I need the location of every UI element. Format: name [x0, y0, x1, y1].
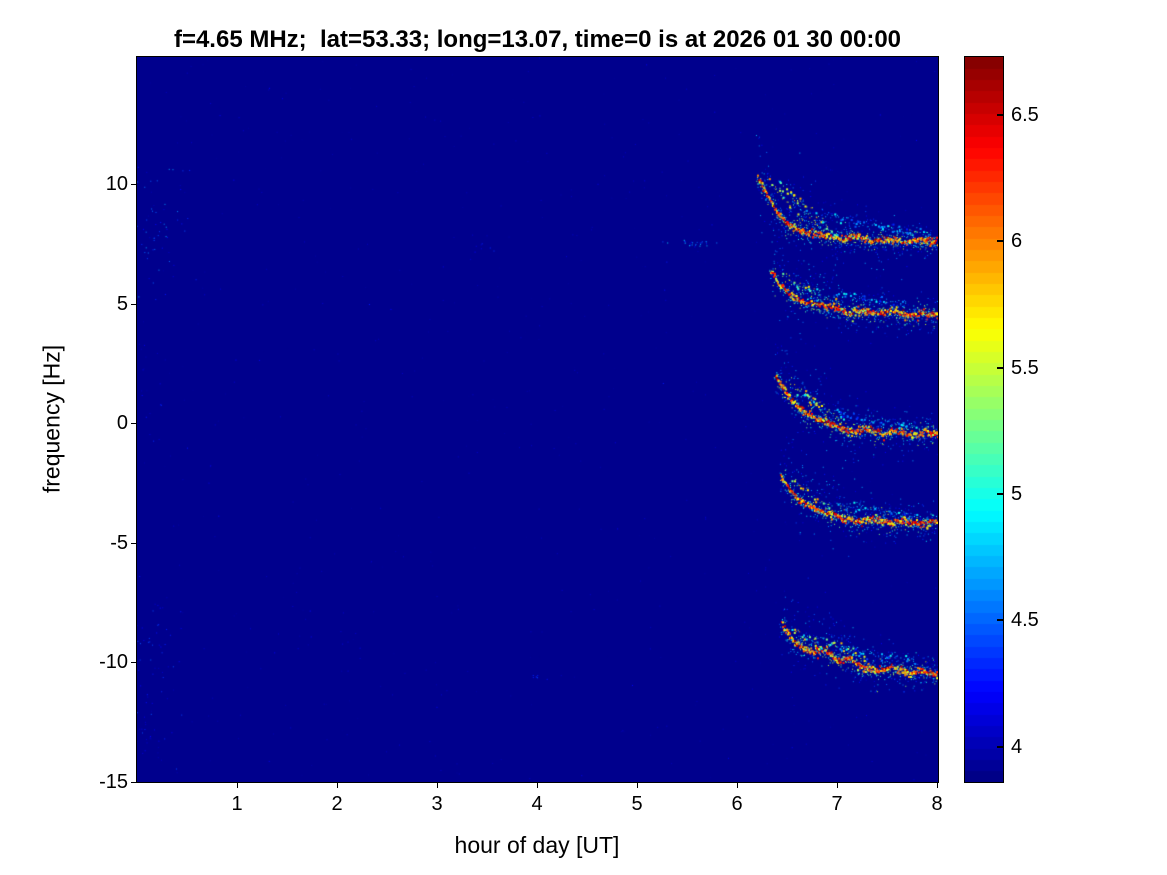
x-tick-label: 7: [831, 793, 843, 815]
y-axis-tick: [131, 423, 136, 425]
y-axis-tick: [131, 184, 136, 186]
colorbar-tick: [997, 366, 1004, 369]
plot-area: [136, 56, 939, 783]
x-axis-label: hour of day [UT]: [454, 832, 620, 858]
x-axis-tick: [737, 783, 738, 788]
x-tick-label: 8: [931, 793, 943, 815]
x-tick-label: 5: [631, 793, 643, 815]
y-tick-label: 10: [105, 173, 128, 196]
colorbar-tick-label: 4.5: [1011, 609, 1039, 632]
y-axis-tick: [131, 542, 136, 544]
x-axis-tick: [337, 783, 338, 788]
colorbar-tick-label: 5.5: [1011, 356, 1039, 379]
x-axis-tick: [537, 783, 538, 788]
colorbar-canvas: [965, 57, 1003, 782]
x-tick-label: 6: [731, 793, 743, 815]
colorbar-tick: [997, 745, 1004, 748]
x-axis-tick: [237, 783, 238, 788]
colorbar: [964, 56, 1004, 783]
y-tick-label: 0: [116, 412, 128, 435]
y-tick-label: -5: [110, 531, 128, 554]
figure-title: f=4.65 MHz; lat=53.33; long=13.07, time=…: [173, 26, 902, 53]
x-tick-label: 2: [331, 793, 343, 815]
y-axis-tick: [131, 662, 136, 664]
y-tick-label: 5: [116, 292, 128, 315]
spectrogram-canvas: [137, 57, 938, 782]
colorbar-tick: [997, 619, 1004, 622]
y-axis-tick: [131, 303, 136, 305]
colorbar-tick-label: 6.5: [1011, 104, 1039, 127]
x-axis-tick: [837, 783, 838, 788]
colorbar-tick: [997, 114, 1004, 117]
colorbar-tick: [997, 240, 1004, 243]
x-axis-tick: [437, 783, 438, 788]
y-axis-tick: [131, 782, 136, 783]
y-tick-label: -10: [99, 651, 128, 674]
x-axis-tick: [637, 783, 638, 788]
colorbar-tick: [997, 493, 1004, 496]
y-tick-label: -15: [99, 771, 128, 793]
x-axis-tick: [937, 783, 938, 788]
x-tick-label: 1: [231, 793, 243, 815]
x-tick-label: 4: [531, 793, 543, 815]
colorbar-tick-label: 5: [1011, 483, 1023, 506]
x-tick-label: 3: [431, 793, 443, 815]
colorbar-tick-label: 6: [1011, 230, 1023, 253]
colorbar-tick-label: 4: [1011, 735, 1023, 758]
